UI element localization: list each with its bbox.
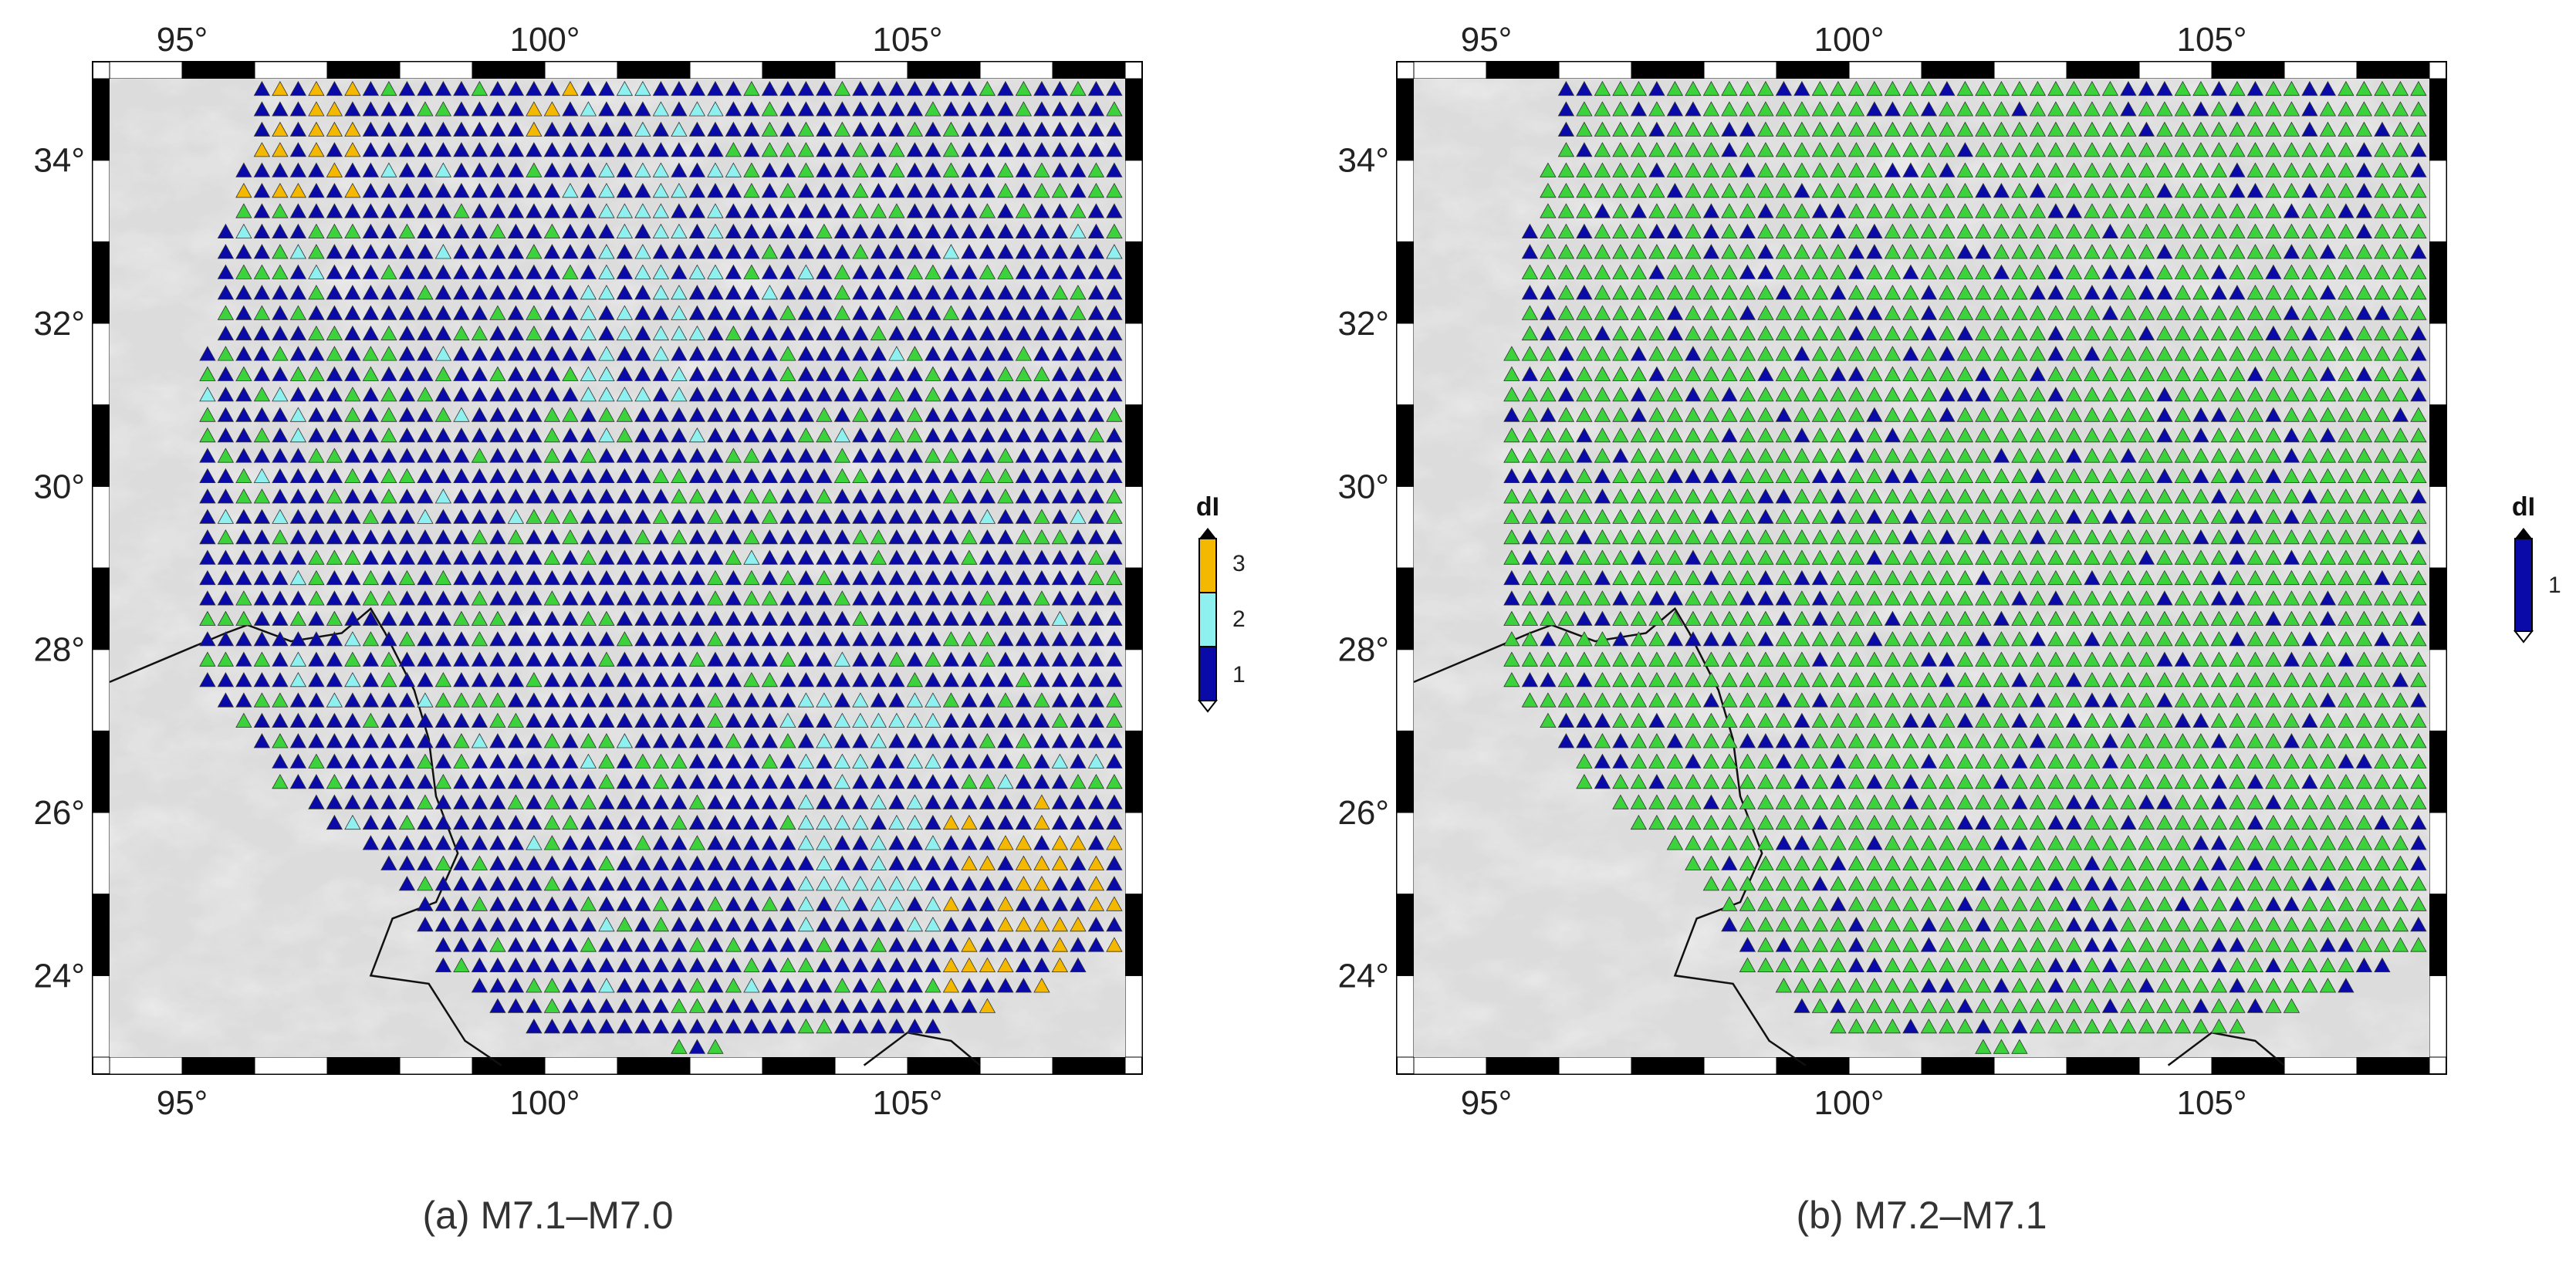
- lat-tick: 30°: [33, 468, 85, 505]
- legend-label-2: 2: [1232, 606, 1246, 632]
- lat-tick: 26°: [1337, 794, 1389, 832]
- lat-tick: 34°: [1337, 142, 1389, 180]
- lat-tick: 24°: [1337, 957, 1389, 995]
- caption-a: (a) M7.1–M7.0: [422, 1194, 673, 1237]
- lon-tick-top: 100°: [1814, 21, 1884, 59]
- lon-tick-bottom: 100°: [1814, 1084, 1884, 1122]
- lat-tick: 28°: [1337, 631, 1389, 669]
- lon-tick-top: 95°: [1461, 21, 1513, 59]
- caption-b: (b) M7.2–M7.1: [1796, 1194, 2047, 1237]
- lat-tick: 24°: [33, 957, 85, 995]
- legend-a: dI 3 2 1: [1196, 492, 1246, 713]
- country-border: [1413, 606, 2285, 1066]
- lon-tick-top: 105°: [2176, 21, 2246, 59]
- triangle-markers: [1503, 80, 2427, 1054]
- legend-title: dI: [2512, 492, 2535, 522]
- lon-tick-bottom: 95°: [157, 1084, 208, 1122]
- lon-tick-bottom: 95°: [1461, 1084, 1513, 1122]
- map-panel-b: 95° 100° 105° 95° 100° 105° 24° 26° 28° 30° 32° 34°…: [1337, 21, 2561, 1237]
- lon-tick-bottom: 105°: [2176, 1084, 2246, 1122]
- lon-tick-bottom: 105°: [872, 1084, 942, 1122]
- country-border: [109, 606, 981, 1066]
- legend-label-1: 1: [1232, 662, 1246, 688]
- legend-label-3: 3: [1232, 551, 1246, 576]
- lat-tick: 34°: [33, 142, 85, 180]
- lon-tick-top: 95°: [157, 21, 208, 59]
- lon-tick-top: 105°: [872, 21, 942, 59]
- legend-label-1: 1: [2548, 573, 2561, 598]
- lat-tick: 30°: [1337, 468, 1389, 505]
- lon-tick-top: 100°: [509, 21, 580, 59]
- map-panel-a: 95° 100° 105° 95° 100° 105° 24° 26° 28° 30° 32° 34°…: [33, 21, 1245, 1237]
- legend-title: dI: [1196, 492, 1219, 522]
- lat-tick: 32°: [1337, 305, 1389, 343]
- lon-tick-bottom: 100°: [509, 1084, 580, 1122]
- triangle-markers: [199, 80, 1123, 1054]
- lat-tick: 28°: [33, 631, 85, 669]
- lat-tick: 32°: [33, 305, 85, 343]
- lat-tick: 26°: [33, 794, 85, 832]
- legend-b: dI 1: [2512, 492, 2561, 644]
